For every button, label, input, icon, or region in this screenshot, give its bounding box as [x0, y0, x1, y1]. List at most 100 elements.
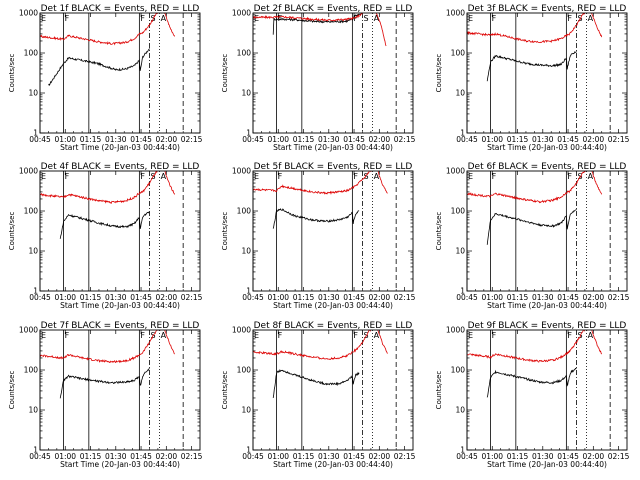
y-tick-label: 10: [28, 406, 38, 415]
series-events: [486, 209, 577, 245]
marker-label: A: [588, 331, 594, 340]
y-axis-label: Counts/sec: [435, 54, 443, 93]
marker-label: S: [363, 172, 368, 181]
x-tick-label: 02:15: [394, 293, 416, 302]
x-tick-label: 01:30: [105, 452, 127, 461]
panel-2: Det 2f BLACK = Events, RED = LLD 1 10 100 10…: [221, 4, 416, 152]
x-tick-label: 01:15: [80, 452, 102, 461]
x-tick-label: 01:15: [80, 135, 102, 144]
y-tick-label: 1: [33, 129, 38, 138]
x-tick-label: 02:15: [394, 452, 416, 461]
x-tick-label: 01:00: [481, 452, 503, 461]
x-axis-label: Start Time (20-Jan-03 00:44:40): [487, 301, 607, 310]
x-tick-label: 02:15: [608, 135, 630, 144]
y-tick-label: 1: [460, 129, 465, 138]
marker-label: F: [567, 172, 572, 181]
x-tick-label: 01:00: [481, 135, 503, 144]
x-tick-label: 02:00: [583, 293, 605, 302]
x-tick-label: 01:15: [507, 293, 529, 302]
panel-title: Det 4f BLACK = Events, RED = LLD: [41, 162, 200, 172]
y-tick-label: 100: [237, 207, 252, 216]
x-tick-label: 01:00: [54, 452, 76, 461]
y-tick-label: 1: [246, 287, 251, 296]
y-tick-label: 10: [28, 247, 38, 256]
marker-label: F: [140, 331, 145, 340]
plot-frame: [466, 170, 628, 292]
x-axis-label: Start Time (20-Jan-03 00:44:40): [60, 143, 180, 152]
x-tick-label: 01:45: [343, 452, 365, 461]
x-tick-label: 01:45: [130, 452, 152, 461]
marker-label: F: [492, 331, 497, 340]
x-tick-label: 02:00: [583, 135, 605, 144]
y-axis-label: Counts/sec: [221, 371, 229, 410]
series-events: [272, 369, 360, 398]
y-tick-label: 100: [24, 207, 39, 216]
y-tick-label: 100: [237, 49, 252, 58]
x-tick-label: 01:15: [293, 452, 315, 461]
x-axis-label: Start Time (20-Jan-03 00:44:40): [273, 301, 393, 310]
marker-label: S: [150, 14, 155, 23]
marker-label: F: [353, 172, 358, 181]
y-tick-label: 100: [451, 49, 466, 58]
x-tick-label: 01:45: [130, 135, 152, 144]
plot-frame: [39, 12, 201, 134]
marker-label: F: [65, 14, 70, 23]
x-tick-label: 02:00: [156, 293, 178, 302]
marker-label: A: [374, 14, 380, 23]
marker-label: F: [65, 331, 70, 340]
series-events: [272, 208, 360, 229]
x-tick-label: 01:45: [557, 452, 579, 461]
y-tick-label: 100: [24, 366, 39, 375]
x-tick-label: 01:45: [343, 293, 365, 302]
y-tick-label: 100: [237, 366, 252, 375]
panel-title: Det 6f BLACK = Events, RED = LLD: [468, 162, 627, 172]
panel-9: Det 9f BLACK = Events, RED = LLD 1 10 100 10…: [435, 321, 630, 469]
y-tick-label: 10: [241, 89, 251, 98]
y-tick-label: 1000: [232, 167, 251, 176]
y-tick-label: 1: [246, 446, 251, 455]
x-axis-label: Start Time (20-Jan-03 00:44:40): [60, 460, 180, 469]
series-lld: [253, 330, 388, 361]
x-tick-label: 01:00: [481, 293, 503, 302]
x-axis-label: Start Time (20-Jan-03 00:44:40): [487, 143, 607, 152]
marker-label: E: [254, 331, 259, 340]
y-tick-label: 1000: [446, 167, 465, 176]
marker-label: F: [567, 331, 572, 340]
series-lld: [40, 330, 175, 364]
x-tick-label: 00:45: [29, 452, 51, 461]
y-tick-label: 10: [455, 406, 465, 415]
y-axis-label: Counts/sec: [435, 212, 443, 251]
y-tick-label: 1: [460, 287, 465, 296]
y-tick-label: 1: [460, 446, 465, 455]
x-tick-label: 01:15: [80, 293, 102, 302]
x-tick-label: 01:45: [343, 135, 365, 144]
y-axis-label: Counts/sec: [8, 212, 16, 251]
marker-label: S: [577, 14, 582, 23]
marker-label: A: [374, 172, 380, 181]
panel-title: Det 9f BLACK = Events, RED = LLD: [468, 321, 627, 331]
marker-label: F: [492, 172, 497, 181]
x-tick-label: 00:45: [29, 135, 51, 144]
marker-label: E: [468, 172, 473, 181]
series-events: [59, 368, 150, 399]
series-lld: [253, 13, 387, 47]
x-tick-label: 01:30: [532, 135, 554, 144]
x-tick-label: 01:00: [54, 293, 76, 302]
x-tick-label: 01:15: [507, 135, 529, 144]
marker-label: A: [588, 172, 594, 181]
x-tick-label: 02:15: [608, 452, 630, 461]
y-axis-label: Counts/sec: [221, 212, 229, 251]
marker-label: E: [41, 14, 46, 23]
marker-label: A: [161, 331, 167, 340]
y-tick-label: 10: [455, 247, 465, 256]
marker-label: A: [588, 14, 594, 23]
y-tick-label: 1: [246, 129, 251, 138]
y-tick-label: 1000: [446, 9, 465, 18]
x-tick-label: 01:15: [293, 293, 315, 302]
x-axis-label: Start Time (20-Jan-03 00:44:40): [60, 301, 180, 310]
marker-label: E: [41, 331, 46, 340]
y-tick-label: 10: [455, 89, 465, 98]
series-lld: [253, 171, 388, 195]
y-tick-label: 10: [241, 406, 251, 415]
panel-title: Det 2f BLACK = Events, RED = LLD: [254, 4, 413, 14]
